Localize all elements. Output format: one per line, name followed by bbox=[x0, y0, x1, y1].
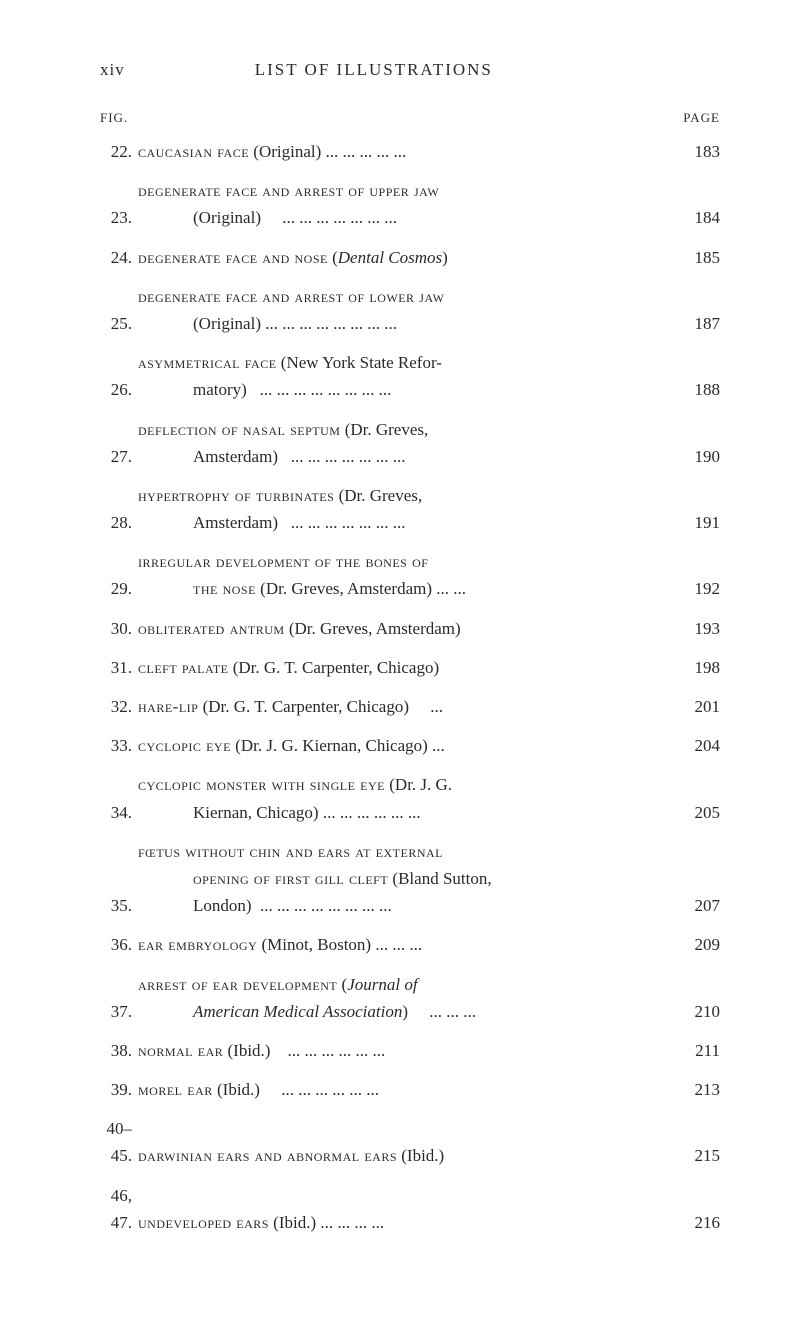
entry-text: cleft palate (Dr. G. T. Carpenter, Chica… bbox=[138, 654, 680, 681]
entry-number: 25. bbox=[100, 310, 132, 337]
entry-page-number: 204 bbox=[680, 732, 720, 759]
entry-number: 27. bbox=[100, 443, 132, 470]
entry-text: normal ear (Ibid.) ... ... ... ... ... .… bbox=[138, 1037, 680, 1064]
entry-text: cyclopic monster with single eye (Dr. J.… bbox=[138, 771, 680, 825]
entry-number: 22. bbox=[100, 138, 132, 165]
list-entry: 27.deflection of nasal septum (Dr. Greve… bbox=[100, 416, 720, 470]
entry-page-number: 210 bbox=[680, 998, 720, 1025]
entry-text: ear embryology (Minot, Boston) ... ... .… bbox=[138, 931, 680, 958]
list-entry: 46, 47.undeveloped ears (Ibid.) ... ... … bbox=[100, 1182, 720, 1236]
entries-list: 22.caucasian face (Original) ... ... ...… bbox=[100, 138, 720, 1236]
entry-number: 29. bbox=[100, 575, 132, 602]
entry-text: irregular development of the bones ofthe… bbox=[138, 548, 680, 602]
entry-text: deflection of nasal septum (Dr. Greves,A… bbox=[138, 416, 680, 470]
entry-page-number: 205 bbox=[680, 799, 720, 826]
entry-text: degenerate face and arrest of lower jaw(… bbox=[138, 283, 680, 337]
entry-text: caucasian face (Original) ... ... ... ..… bbox=[138, 138, 680, 165]
list-entry: 32.hare-lip (Dr. G. T. Carpenter, Chicag… bbox=[100, 693, 720, 720]
entry-text: undeveloped ears (Ibid.) ... ... ... ... bbox=[138, 1209, 680, 1236]
entry-text: hypertrophy of turbinates (Dr. Greves,Am… bbox=[138, 482, 680, 536]
list-entry: 24.degenerate face and nose (Dental Cosm… bbox=[100, 244, 720, 271]
header-title: LIST OF ILLUSTRATIONS bbox=[255, 60, 493, 80]
entry-text: cyclopic eye (Dr. J. G. Kiernan, Chicago… bbox=[138, 732, 680, 759]
entry-number: 23. bbox=[100, 204, 132, 231]
entry-text: degenerate face and arrest of upper jaw(… bbox=[138, 177, 680, 231]
entry-page-number: 187 bbox=[680, 310, 720, 337]
list-entry: 29.irregular development of the bones of… bbox=[100, 548, 720, 602]
entry-number: 35. bbox=[100, 892, 132, 919]
entry-page-number: 192 bbox=[680, 575, 720, 602]
entry-number: 34. bbox=[100, 799, 132, 826]
entry-number: 26. bbox=[100, 376, 132, 403]
entry-text: degenerate face and nose (Dental Cosmos) bbox=[138, 244, 680, 271]
entry-page-number: 193 bbox=[680, 615, 720, 642]
entry-page-number: 216 bbox=[680, 1209, 720, 1236]
entry-page-number: 211 bbox=[680, 1037, 720, 1064]
entry-page-number: 190 bbox=[680, 443, 720, 470]
list-entry: 39.morel ear (Ibid.) ... ... ... ... ...… bbox=[100, 1076, 720, 1103]
entry-text: asymmetrical face (New York State Refor-… bbox=[138, 349, 680, 403]
entry-page-number: 215 bbox=[680, 1142, 720, 1169]
list-entry: 26.asymmetrical face (New York State Ref… bbox=[100, 349, 720, 403]
list-entry: 23.degenerate face and arrest of upper j… bbox=[100, 177, 720, 231]
list-entry: 34.cyclopic monster with single eye (Dr.… bbox=[100, 771, 720, 825]
entry-number: 37. bbox=[100, 998, 132, 1025]
list-entry: 28.hypertrophy of turbinates (Dr. Greves… bbox=[100, 482, 720, 536]
list-entry: 30.obliterated antrum (Dr. Greves, Amste… bbox=[100, 615, 720, 642]
page-header: xiv LIST OF ILLUSTRATIONS bbox=[100, 60, 720, 80]
entry-page-number: 207 bbox=[680, 892, 720, 919]
entry-number: 32. bbox=[100, 693, 132, 720]
entry-page-number: 209 bbox=[680, 931, 720, 958]
entry-number: 33. bbox=[100, 732, 132, 759]
entry-page-number: 188 bbox=[680, 376, 720, 403]
list-entry: 31.cleft palate (Dr. G. T. Carpenter, Ch… bbox=[100, 654, 720, 681]
entry-number: 36. bbox=[100, 931, 132, 958]
entry-number: 39. bbox=[100, 1076, 132, 1103]
list-entry: 37.arrest of ear development (Journal of… bbox=[100, 971, 720, 1025]
list-entry: 33.cyclopic eye (Dr. J. G. Kiernan, Chic… bbox=[100, 732, 720, 759]
entry-page-number: 198 bbox=[680, 654, 720, 681]
fig-label: FIG. bbox=[100, 110, 128, 126]
entry-text: obliterated antrum (Dr. Greves, Amsterda… bbox=[138, 615, 680, 642]
list-entry: 36.ear embryology (Minot, Boston) ... ..… bbox=[100, 931, 720, 958]
entry-page-number: 213 bbox=[680, 1076, 720, 1103]
list-entry: 40–45.darwinian ears and abnormal ears (… bbox=[100, 1115, 720, 1169]
entry-text: fœtus without chin and ears at externalo… bbox=[138, 838, 680, 920]
entry-page-number: 201 bbox=[680, 693, 720, 720]
list-entry: 35.fœtus without chin and ears at extern… bbox=[100, 838, 720, 920]
entry-page-number: 183 bbox=[680, 138, 720, 165]
entry-text: darwinian ears and abnormal ears (Ibid.) bbox=[138, 1142, 680, 1169]
list-entry: 38.normal ear (Ibid.) ... ... ... ... ..… bbox=[100, 1037, 720, 1064]
entry-number: 28. bbox=[100, 509, 132, 536]
entry-number: 31. bbox=[100, 654, 132, 681]
page-label: PAGE bbox=[683, 110, 720, 126]
entry-text: morel ear (Ibid.) ... ... ... ... ... ..… bbox=[138, 1076, 680, 1103]
entry-number: 24. bbox=[100, 244, 132, 271]
entry-number: 40–45. bbox=[100, 1115, 132, 1169]
column-labels: FIG. PAGE bbox=[100, 110, 720, 134]
list-entry: 22.caucasian face (Original) ... ... ...… bbox=[100, 138, 720, 165]
entry-text: hare-lip (Dr. G. T. Carpenter, Chicago) … bbox=[138, 693, 680, 720]
entry-number: 46, 47. bbox=[100, 1182, 132, 1236]
list-entry: 25.degenerate face and arrest of lower j… bbox=[100, 283, 720, 337]
entry-text: arrest of ear development (Journal ofAme… bbox=[138, 971, 680, 1025]
entry-number: 38. bbox=[100, 1037, 132, 1064]
entry-number: 30. bbox=[100, 615, 132, 642]
entry-page-number: 184 bbox=[680, 204, 720, 231]
entry-page-number: 191 bbox=[680, 509, 720, 536]
entry-page-number: 185 bbox=[680, 244, 720, 271]
page-number-top: xiv bbox=[100, 60, 125, 80]
